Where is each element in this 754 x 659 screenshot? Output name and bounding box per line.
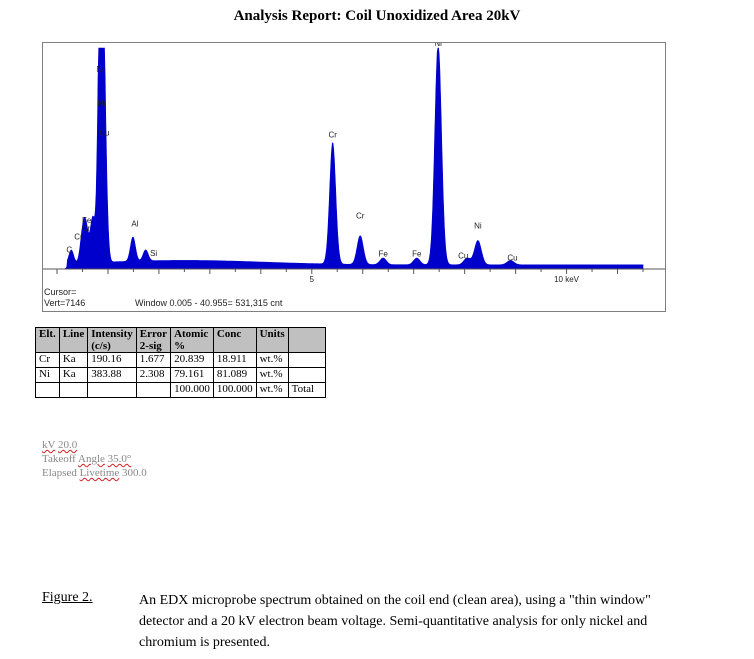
table-cell: 79.161 <box>170 367 214 383</box>
table-cell: Ka <box>58 352 89 368</box>
table-cell: 190.16 <box>87 352 137 368</box>
column-header: Error 2-sig <box>135 327 172 353</box>
takeoff-line: Takeoff Angle 35.0° <box>42 452 147 466</box>
peak-label: Si <box>150 249 157 258</box>
table-cell: 18.911 <box>212 352 257 368</box>
figure-label: Figure 2. <box>42 590 93 605</box>
livetime-label: Livetime <box>79 467 120 479</box>
table-cell: 20.839 <box>170 352 214 368</box>
table-cell <box>287 367 326 383</box>
takeoff-label: Takeoff <box>42 453 76 465</box>
column-header: Atomic% <box>170 327 214 353</box>
table-cell: Total <box>287 382 326 398</box>
table-cell: 2.308 <box>135 367 172 383</box>
column-header: Line <box>58 327 89 353</box>
peak-label: Fe <box>412 249 422 258</box>
peak-label: Ni <box>98 99 106 108</box>
peak-label: Cu <box>458 251 468 260</box>
table-body: Cr Ka 190.16 1.677 20.839 18.911 wt.% Ni Ka 383.8… <box>35 352 326 398</box>
peak-label: Fe <box>82 216 92 225</box>
angle-label: Angle <box>78 453 105 465</box>
table-cell: Ni <box>35 367 60 383</box>
elapsed-label: Elapsed <box>42 467 77 479</box>
table-cell: Ka <box>58 367 89 383</box>
table-cell: 81.089 <box>212 367 257 383</box>
cursor-label: Cursor= <box>44 287 77 297</box>
table-row: Ni Ka 383.88 2.308 79.161 81.089 wt.% <box>35 367 326 383</box>
column-header: Units <box>255 327 289 353</box>
tick-label: 10 keV <box>554 275 580 284</box>
peak-label: Cu <box>99 128 109 137</box>
table-cell: 1.677 <box>135 352 172 368</box>
kv-value: 20.0 <box>58 439 78 451</box>
kv-line: kV 20.0 <box>42 438 147 452</box>
peak-label: Ni <box>434 43 442 48</box>
column-header: Elt. <box>35 327 60 353</box>
elapsed-line: Elapsed Livetime 300.0 <box>42 466 147 480</box>
peak-label: Cr <box>356 211 365 220</box>
table-cell: Cr <box>35 352 60 368</box>
peak-label: Ni <box>474 222 482 231</box>
column-header: Conc <box>212 327 257 353</box>
kv-label: kV <box>42 439 56 451</box>
figure-caption: An EDX microprobe spectrum obtained on t… <box>139 593 651 650</box>
table-cell <box>87 382 137 398</box>
spectrum-area <box>57 47 644 270</box>
peak-label: Ni <box>97 65 105 74</box>
column-header <box>287 327 326 353</box>
table-cell: 383.88 <box>87 367 137 383</box>
report-title-text: Analysis Report: Coil Unoxidized Area 20… <box>233 8 521 24</box>
window-readout: Window 0.005 - 40.955= 531,315 cnt <box>135 298 283 308</box>
table-row: 100.000 100.000 wt.% Total <box>35 382 326 398</box>
spectrum-chart[interactable]: 5 10 keV C Cr Cr Fe Ni Ni Cu Al Si Cr Cr Fe Fe Ni Ni Cu Cu… <box>42 42 666 312</box>
peak-label: Cr <box>82 224 91 233</box>
peak-label: Cr <box>328 130 337 139</box>
cursor-vert: Vert=7146 <box>44 298 86 308</box>
table-cell <box>58 382 89 398</box>
table-header: Elt. Line Intensity (c/s) Error 2-sig Atomic% C… <box>35 327 326 353</box>
peak-label: Al <box>131 220 138 229</box>
table-cell <box>135 382 172 398</box>
table-row: Cr Ka 190.16 1.677 20.839 18.911 wt.% <box>35 352 326 368</box>
peak-label: C <box>66 246 72 255</box>
report-title: Analysis Report: Coil Unoxidized Area 20… <box>0 8 754 25</box>
table-cell: 100.000 <box>212 382 257 398</box>
table-cell <box>35 382 60 398</box>
peak-label: Cu <box>507 254 517 263</box>
table-header-row: Elt. Line Intensity (c/s) Error 2-sig Atomic% C… <box>35 327 326 353</box>
table-cell: 100.000 <box>170 382 214 398</box>
table-cell: wt.% <box>255 367 289 383</box>
table-cell: wt.% <box>255 382 289 398</box>
takeoff-value: 35.0° <box>107 453 132 465</box>
quant-results-table: Elt. Line Intensity (c/s) Error 2-sig Atomic% C… <box>35 327 326 398</box>
table-cell: wt.% <box>255 352 289 368</box>
peak-label: Fe <box>378 249 388 258</box>
livetime-value: 300.0 <box>122 467 147 479</box>
cursor-readout: Cursor= Vert=7146 <box>44 287 85 309</box>
acquisition-params: kV 20.0 Takeoff Angle 35.0° Elapsed Live… <box>42 438 147 480</box>
table-cell <box>287 352 326 368</box>
tick-label: 5 <box>310 275 315 284</box>
column-header: Intensity (c/s) <box>87 327 137 353</box>
peak-label: Cr <box>74 232 83 241</box>
